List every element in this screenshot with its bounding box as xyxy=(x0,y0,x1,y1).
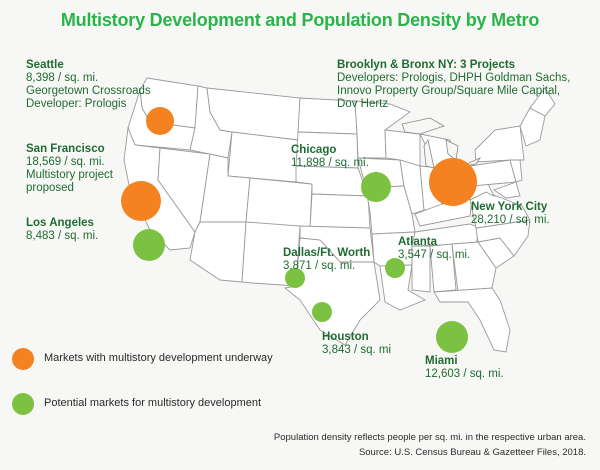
san-francisco-bubble[interactable] xyxy=(121,181,161,221)
houston-density: 3,843 / sq. mi xyxy=(322,344,392,356)
brooklyn-bronx-city: Brooklyn & Bronx NY: 3 Projects xyxy=(337,59,516,71)
miami-bubble[interactable] xyxy=(436,321,468,353)
legend-underway-text: Markets with multistory development unde… xyxy=(44,352,273,364)
legend-potential-text: Potential markets for multistory develop… xyxy=(44,397,262,409)
legend-potential: Potential markets for multistory develop… xyxy=(10,397,261,409)
seattle-note-1: Georgetown Crossroads xyxy=(26,85,151,97)
seattle-bubble[interactable] xyxy=(146,107,174,135)
houston-label: Houston 3,843 / sq. mi xyxy=(322,331,391,357)
state-boundaries xyxy=(123,77,556,353)
new-york-label: New York City 28,210 / sq. mi. xyxy=(471,201,550,227)
chicago-density: 11,898 / sq. mi. xyxy=(291,157,369,169)
new-york-bubble[interactable] xyxy=(429,158,477,206)
atlanta-label: Atlanta 3,547 / sq. mi. xyxy=(398,236,470,262)
san-francisco-density: 18,569 / sq. mi. xyxy=(26,156,105,168)
seattle-city: Seattle xyxy=(26,59,64,71)
legend-potential-icon xyxy=(12,393,34,415)
dallas-bubble[interactable] xyxy=(285,268,305,288)
brooklyn-bronx-note-1: Developers: Prologis, DHPH Goldman Sachs… xyxy=(337,72,571,84)
houston-bubble[interactable] xyxy=(312,302,332,322)
new-york-city: New York City xyxy=(471,201,548,213)
los-angeles-city: Los Angeles xyxy=(26,217,94,229)
atlanta-density: 3,547 / sq. mi. xyxy=(398,249,471,261)
dallas-density: 3,871 / sq. mi. xyxy=(283,260,356,272)
footnote-source: Source: U.S. Census Bureau & Gazetteer F… xyxy=(358,447,586,458)
atlanta-city: Atlanta xyxy=(398,236,437,248)
miami-city: Miami xyxy=(425,355,458,367)
houston-city: Houston xyxy=(322,331,369,343)
chicago-label: Chicago 11,898 / sq. mi. xyxy=(291,144,369,170)
new-york-density: 28,210 / sq. mi. xyxy=(471,214,550,226)
miami-label: Miami 12,603 / sq. mi. xyxy=(425,355,504,381)
chicago-city: Chicago xyxy=(291,144,337,156)
los-angeles-bubble[interactable] xyxy=(133,229,165,261)
legend-underway: Markets with multistory development unde… xyxy=(10,352,273,364)
map-title: Multistory Development and Population De… xyxy=(60,10,540,30)
dallas-label: Dallas/Ft. Worth 3,871 / sq. mi. xyxy=(283,247,370,273)
san-francisco-note-1: Multistory project xyxy=(26,169,113,181)
seattle-label: Seattle 8,398 / sq. mi. Georgetown Cross… xyxy=(26,59,151,111)
legend-underway-icon xyxy=(12,348,34,370)
san-francisco-label: San Francisco 18,569 / sq. mi. Multistor… xyxy=(26,143,113,195)
seattle-note-2: Developer: Prologis xyxy=(26,98,127,110)
brooklyn-bronx-note-2: Innovo Property Group/Square Mile Capita… xyxy=(337,85,561,97)
san-francisco-city: San Francisco xyxy=(26,143,105,155)
miami-density: 12,603 / sq. mi. xyxy=(425,368,504,380)
dallas-city: Dallas/Ft. Worth xyxy=(283,247,371,259)
san-francisco-note-2: proposed xyxy=(26,182,74,194)
brooklyn-bronx-note-3: Dov Hertz xyxy=(337,98,389,110)
los-angeles-label: Los Angeles 8,483 / sq. mi. xyxy=(26,217,98,243)
footnote-density: Population density reflects people per s… xyxy=(273,432,586,443)
brooklyn-bronx-label: Brooklyn & Bronx NY: 3 Projects Develope… xyxy=(337,59,570,111)
atlanta-bubble[interactable] xyxy=(385,258,405,278)
seattle-density: 8,398 / sq. mi. xyxy=(26,72,99,84)
los-angeles-density: 8,483 / sq. mi. xyxy=(26,230,99,242)
chicago-bubble[interactable] xyxy=(361,172,391,202)
market-bubbles xyxy=(121,107,477,353)
